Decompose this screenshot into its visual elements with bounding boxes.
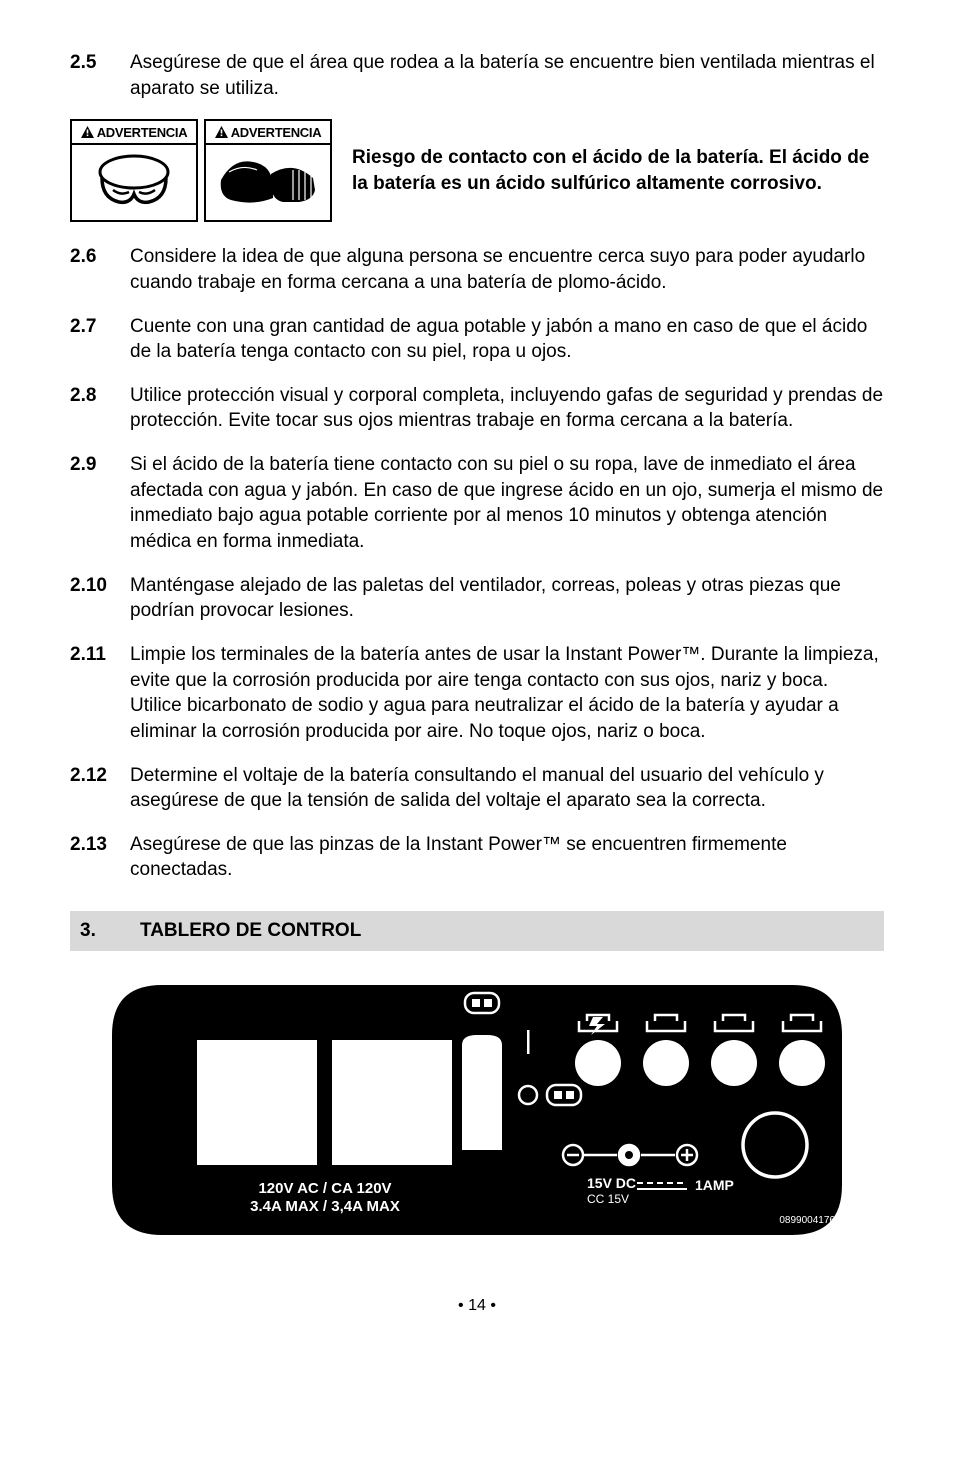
alert-triangle-icon xyxy=(215,126,228,138)
item-number: 2.8 xyxy=(70,383,130,434)
list-item-2-8: 2.8 Utilice protección visual y corporal… xyxy=(70,383,884,434)
list-item-2-10: 2.10 Manténgase alejado de las paletas d… xyxy=(70,573,884,624)
panel-amp: 1AMP xyxy=(695,1177,734,1193)
list-item-2-11: 2.11 Limpie los terminales de la batería… xyxy=(70,642,884,745)
warning-header: ADVERTENCIA xyxy=(206,121,330,145)
item-text: Asegúrese de que el área que rodea a la … xyxy=(130,50,884,101)
item-number: 2.12 xyxy=(70,763,130,814)
warning-block: ADVERTENCIA ADVERTENCIA Riesgo de conta xyxy=(70,119,884,222)
panel-dc-line2: CC 15V xyxy=(587,1192,629,1206)
gloves-icon xyxy=(213,150,323,215)
item-text: Considere la idea de que alguna persona … xyxy=(130,244,884,295)
control-panel-diagram: 120V AC / CA 120V 3.4A MAX / 3,4A MAX 15… xyxy=(107,975,847,1245)
item-number: 2.6 xyxy=(70,244,130,295)
list-item-2-5: 2.5 Asegúrese de que el área que rodea a… xyxy=(70,50,884,101)
item-text: Asegúrese de que las pinzas de la Instan… xyxy=(130,832,884,883)
list-item-2-7: 2.7 Cuente con una gran cantidad de agua… xyxy=(70,314,884,365)
item-number: 2.5 xyxy=(70,50,130,101)
list-item-2-9: 2.9 Si el ácido de la batería tiene cont… xyxy=(70,452,884,555)
item-text: Limpie los terminales de la batería ante… xyxy=(130,642,884,745)
item-text: Utilice protección visual y corporal com… xyxy=(130,383,884,434)
section-number: 3. xyxy=(80,918,140,944)
item-text: Cuente con una gran cantidad de agua pot… xyxy=(130,314,884,365)
section-header: 3. TABLERO DE CONTROL xyxy=(70,911,884,951)
list-item-2-13: 2.13 Asegúrese de que las pinzas de la I… xyxy=(70,832,884,883)
warning-label: ADVERTENCIA xyxy=(231,124,322,142)
warning-text: Riesgo de contacto con el ácido de la ba… xyxy=(352,145,884,196)
item-number: 2.10 xyxy=(70,573,130,624)
panel-dc-line1: 15V DC xyxy=(587,1175,636,1191)
item-text: Manténgase alejado de las paletas del ve… xyxy=(130,573,884,624)
alert-triangle-icon xyxy=(81,126,94,138)
item-number: 2.11 xyxy=(70,642,130,745)
list-item-2-12: 2.12 Determine el voltaje de la batería … xyxy=(70,763,884,814)
goggles-icon xyxy=(95,154,173,212)
control-panel-figure: 120V AC / CA 120V 3.4A MAX / 3,4A MAX 15… xyxy=(70,975,884,1245)
warning-header: ADVERTENCIA xyxy=(72,121,196,145)
item-number: 2.13 xyxy=(70,832,130,883)
warning-label: ADVERTENCIA xyxy=(97,124,188,142)
page-number: • 14 • xyxy=(70,1295,884,1317)
warning-goggles-box: ADVERTENCIA xyxy=(70,119,198,222)
item-text: Determine el voltaje de la batería consu… xyxy=(130,763,884,814)
section-title: TABLERO DE CONTROL xyxy=(140,918,361,944)
panel-ac-line2: 3.4A MAX / 3,4A MAX xyxy=(250,1198,400,1215)
panel-ac-line1: 120V AC / CA 120V xyxy=(258,1180,391,1197)
panel-serial: 0899004176 xyxy=(779,1215,835,1226)
item-text: Si el ácido de la batería tiene contacto… xyxy=(130,452,884,555)
item-number: 2.9 xyxy=(70,452,130,555)
list-item-2-6: 2.6 Considere la idea de que alguna pers… xyxy=(70,244,884,295)
warning-gloves-box: ADVERTENCIA xyxy=(204,119,332,222)
item-number: 2.7 xyxy=(70,314,130,365)
